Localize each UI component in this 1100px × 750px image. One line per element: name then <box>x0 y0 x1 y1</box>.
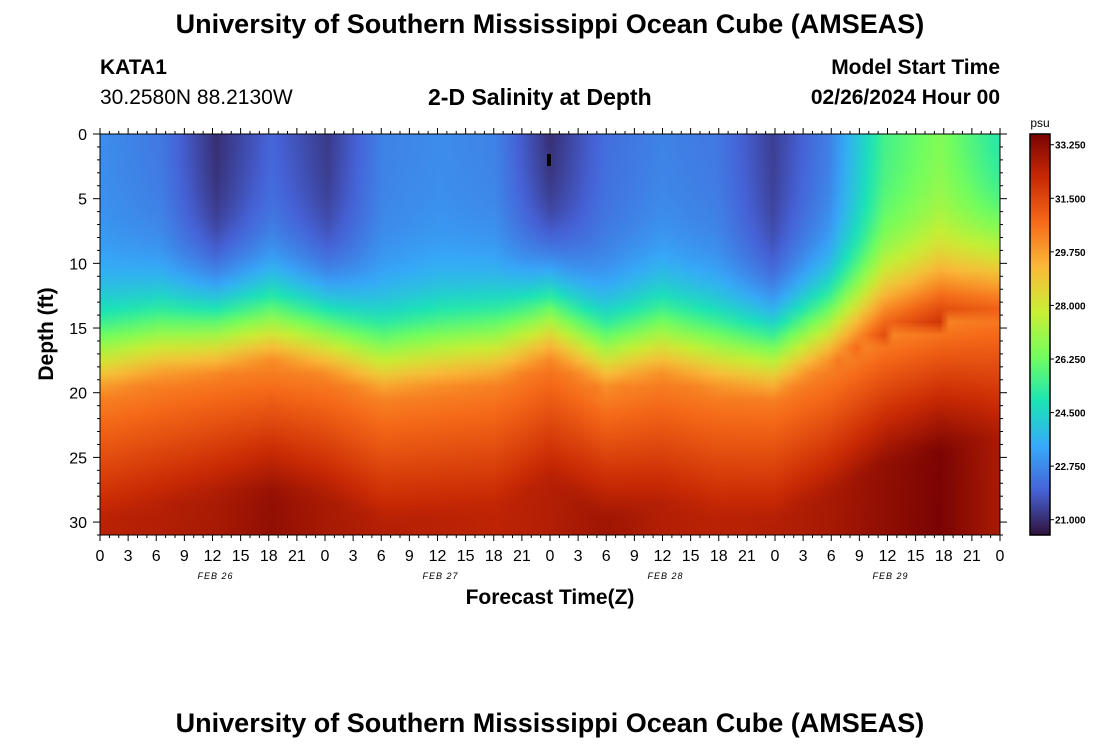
x-tick-label: 0 <box>996 548 1005 565</box>
station-id: KATA1 <box>100 56 167 79</box>
x-tick-label: 21 <box>963 548 981 565</box>
colorbar-tick-label: 22.750 <box>1055 462 1086 473</box>
y-axis-label: Depth (ft) <box>35 287 58 380</box>
chart-subtitle: 2-D Salinity at Depth <box>428 84 652 110</box>
colorbar-tick-label: 29.750 <box>1055 248 1086 259</box>
colorbar-tick-label: 26.250 <box>1055 355 1086 366</box>
x-tick-label: 9 <box>180 548 189 565</box>
x-tick-label: 0 <box>771 548 780 565</box>
date-label: FEB 26 <box>197 571 233 581</box>
x-tick-label: 6 <box>377 548 386 565</box>
x-tick-label: 3 <box>574 548 583 565</box>
x-tick-label: 0 <box>96 548 105 565</box>
colorbar-tick-label: 21.000 <box>1055 516 1086 527</box>
x-tick-label: 18 <box>485 548 503 565</box>
x-tick-label: 6 <box>827 548 836 565</box>
colorbar-tick-label: 24.500 <box>1055 409 1086 420</box>
x-tick-label: 0 <box>546 548 555 565</box>
colorbar-tick-label: 31.500 <box>1055 194 1086 205</box>
x-tick-label: 12 <box>204 548 222 565</box>
y-tick-label: 0 <box>78 127 87 144</box>
x-tick-label: 15 <box>682 548 700 565</box>
colorbar-tick-label: 28.000 <box>1055 301 1086 312</box>
salinity-chart: 0 3 6 9 12 15 18 21 0 3 6 9 12 15 18 21 0 3 6 9 12 15 18 21 0 3 6 9… <box>35 116 1086 609</box>
x-tick-label: 9 <box>630 548 639 565</box>
x-tick-label: 9 <box>405 548 414 565</box>
x-tick-label: 3 <box>799 548 808 565</box>
salinity-heatmap <box>100 134 1000 535</box>
x-tick-label: 12 <box>654 548 672 565</box>
x-tick-label: 12 <box>879 548 897 565</box>
date-label: FEB 29 <box>872 571 908 581</box>
date-label: FEB 28 <box>647 571 683 581</box>
colorbar-ticks: 33.250 31.500 29.750 28.000 26.250 24.500 22.7… <box>1050 141 1086 527</box>
x-tick-label: 3 <box>349 548 358 565</box>
model-start-label: Model Start Time <box>831 56 1000 79</box>
y-tick-label: 15 <box>69 321 87 338</box>
x-tick-label: 15 <box>232 548 250 565</box>
x-tick-label: 15 <box>907 548 925 565</box>
y-tick-label: 20 <box>69 386 87 403</box>
y-tick-label: 10 <box>69 256 87 273</box>
x-tick-label: 6 <box>152 548 161 565</box>
station-coords: 30.2580N 88.2130W <box>100 86 293 109</box>
x-tick-label: 12 <box>429 548 447 565</box>
footer-title: University of Southern Mississippi Ocean… <box>175 708 925 738</box>
x-tick-label: 6 <box>602 548 611 565</box>
x-tick-label: 15 <box>457 548 475 565</box>
y-tick-label: 5 <box>78 192 87 209</box>
x-tick-label: 3 <box>124 548 133 565</box>
x-axis: 0 3 6 9 12 15 18 21 0 3 6 9 12 15 18 21 0 3 6 9 12 15 18 21 0 3 6 9… <box>96 128 1005 581</box>
x-tick-label: 18 <box>935 548 953 565</box>
x-tick-label: 21 <box>288 548 306 565</box>
y-tick-label: 25 <box>69 450 87 467</box>
x-tick-label: 21 <box>738 548 756 565</box>
y-axis: 0 5 10 15 20 25 30 <box>69 127 1007 536</box>
data-marker <box>547 154 551 166</box>
page-title: University of Southern Mississippi Ocean… <box>175 9 925 39</box>
model-start-value: 02/26/2024 Hour 00 <box>810 86 1000 109</box>
colorbar <box>1029 133 1051 536</box>
y-tick-label: 30 <box>69 515 87 532</box>
colorbar-tick-label: 33.250 <box>1055 141 1086 152</box>
x-axis-label: Forecast Time(Z) <box>466 586 635 609</box>
date-label: FEB 27 <box>422 571 458 581</box>
x-tick-label: 18 <box>710 548 728 565</box>
colorbar-unit: psu <box>1030 116 1049 130</box>
x-tick-label: 18 <box>260 548 278 565</box>
x-tick-label: 9 <box>855 548 864 565</box>
x-tick-label: 0 <box>321 548 330 565</box>
x-tick-label: 21 <box>513 548 531 565</box>
